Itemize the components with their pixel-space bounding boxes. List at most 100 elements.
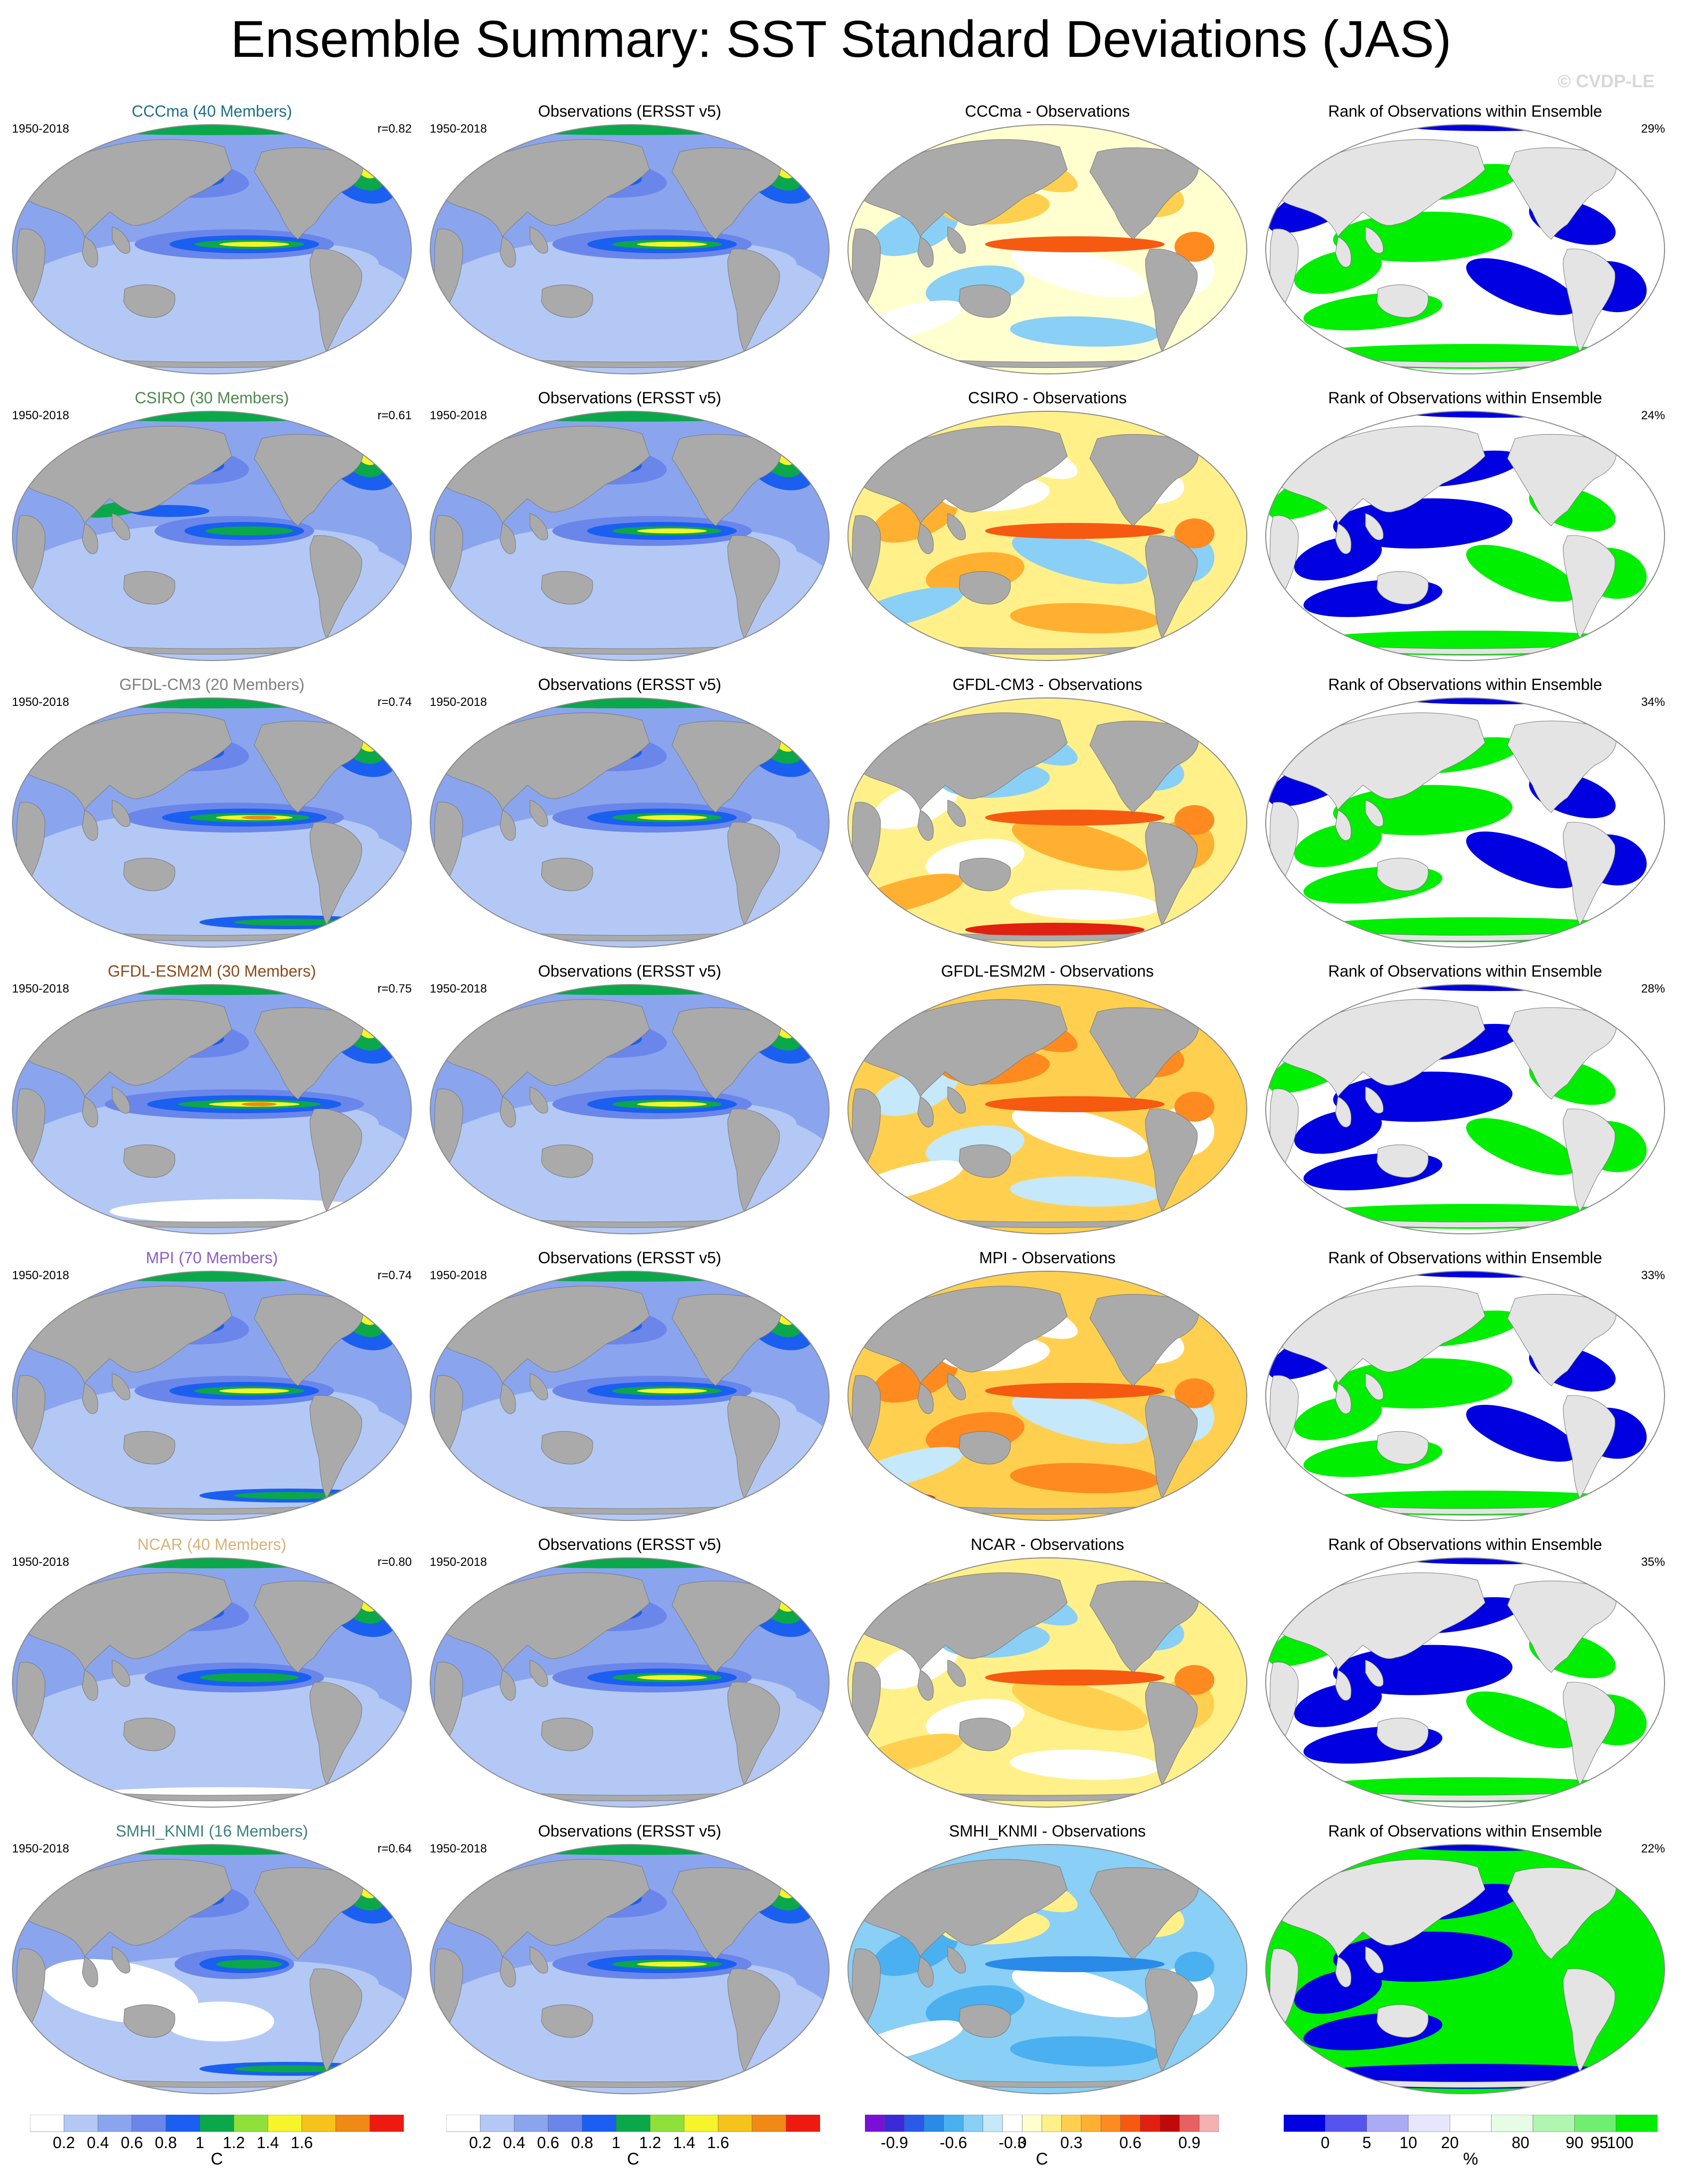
- period-label: 1950-2018: [430, 1269, 487, 1282]
- panel-title: Observations (ERSST v5): [538, 1822, 721, 1840]
- correlation-label: r=0.64: [377, 1842, 412, 1855]
- panel-title: MPI - Observations: [979, 1249, 1116, 1267]
- period-label: 1950-2018: [430, 695, 487, 709]
- colorbar-swatch: [1532, 2114, 1575, 2132]
- period-label: 1950-2018: [12, 409, 69, 422]
- panel-diff: NCAR - Observations: [845, 1535, 1249, 1815]
- colorbar-rank: 0 5 10 20 80 90 95 100 %: [1283, 2114, 1658, 2170]
- colorbar-tick-label: 0.4: [503, 2134, 525, 2152]
- colorbar-swatch: [1160, 2114, 1180, 2132]
- map-obs: [430, 1844, 830, 2094]
- panel-model: GFDL-CM3 (20 Members) 1950-2018 r=0.74: [10, 675, 414, 955]
- panel-title: Rank of Observations within Ensemble: [1328, 1822, 1602, 1840]
- map-diff: [847, 1844, 1247, 2094]
- period-label: 1950-2018: [12, 122, 69, 136]
- map-diff: [847, 984, 1247, 1234]
- colorbar-sd-obs: 0.2 0.4 0.6 0.8 1 1.2 1.4 1.6 C: [446, 2114, 821, 2170]
- colorbar-tick-label: 1: [612, 2134, 621, 2152]
- rank-percent-label: 22%: [1641, 1842, 1665, 1855]
- panel-title: Rank of Observations within Ensemble: [1328, 675, 1602, 693]
- colorbar-tick-label: 1: [195, 2134, 204, 2152]
- panel-title: Rank of Observations within Ensemble: [1328, 102, 1602, 120]
- colorbar-sd-model-swatches: [29, 2114, 404, 2132]
- panel-diff: GFDL-CM3 - Observations: [845, 675, 1249, 955]
- panel-title: SMHI_KNMI (16 Members): [116, 1822, 308, 1840]
- colorbar-swatch: [864, 2114, 885, 2132]
- correlation-label: r=0.75: [377, 982, 412, 996]
- map-model: [12, 411, 412, 661]
- panel-title: Observations (ERSST v5): [538, 1249, 721, 1267]
- rank-percent-label: 28%: [1641, 982, 1665, 996]
- panel-title: CSIRO - Observations: [968, 389, 1127, 407]
- map-model: [12, 124, 412, 374]
- colorbar-sd-model-unit: C: [210, 2150, 223, 2169]
- panel-diff: MPI - Observations: [845, 1249, 1249, 1528]
- colorbar-swatch: [1120, 2114, 1141, 2132]
- map-diff: [847, 124, 1247, 374]
- panel-title: Rank of Observations within Ensemble: [1328, 1535, 1602, 1553]
- colorbar-swatch: [369, 2114, 404, 2132]
- panel-title: CSIRO (30 Members): [135, 389, 289, 407]
- panel-obs: Observations (ERSST v5) 1950-2018: [428, 1822, 832, 2101]
- colorbar-swatch: [199, 2114, 234, 2132]
- colorbar-tick-label: 0.2: [52, 2134, 75, 2152]
- colorbar-swatch: [1491, 2114, 1533, 2132]
- period-label: 1950-2018: [430, 1555, 487, 1569]
- colorbar-swatch: [132, 2114, 166, 2132]
- colorbar-swatch: [924, 2114, 944, 2132]
- period-label: 1950-2018: [12, 1269, 69, 1282]
- map-rank: [1265, 1844, 1665, 2094]
- colorbar-swatch: [1325, 2114, 1367, 2132]
- colorbar-diff-swatches: [864, 2114, 1219, 2132]
- colorbar-tick-label: 5: [1362, 2134, 1371, 2152]
- panel-title: Observations (ERSST v5): [538, 675, 721, 693]
- colorbar-swatch: [904, 2114, 924, 2132]
- colorbar-swatch: [983, 2114, 1003, 2132]
- colorbar-tick-label: -0.3: [999, 2134, 1026, 2152]
- map-obs: [430, 984, 830, 1234]
- panel-title: Rank of Observations within Ensemble: [1328, 962, 1602, 980]
- colorbar-swatch: [943, 2114, 964, 2132]
- panel-title: GFDL-ESM2M (30 Members): [108, 962, 316, 980]
- colorbar-swatch: [233, 2114, 268, 2132]
- colorbar-tick-label: 0.4: [87, 2134, 109, 2152]
- colorbar-tick-label: 95: [1590, 2134, 1609, 2152]
- panel-diff: SMHI_KNMI - Observations: [845, 1822, 1249, 2101]
- panel-title: MPI (70 Members): [146, 1249, 278, 1267]
- panel-model: CSIRO (30 Members) 1950-2018 r=0.61: [10, 389, 414, 668]
- colorbar-tick-label: 0.2: [469, 2134, 492, 2152]
- colorbar-tick-label: 0.6: [1119, 2134, 1142, 2152]
- map-obs: [430, 1557, 830, 1808]
- colorbar-swatch: [1022, 2114, 1042, 2132]
- panel-model: SMHI_KNMI (16 Members) 1950-2018 r=0.64: [10, 1822, 414, 2101]
- map-rank: [1265, 1557, 1665, 1808]
- colorbar-tick-label: 0: [1017, 2134, 1027, 2152]
- colorbar-rank-swatches: [1283, 2114, 1658, 2132]
- colorbar-swatch: [98, 2114, 132, 2132]
- panel-obs: Observations (ERSST v5) 1950-2018: [428, 1535, 832, 1815]
- period-label: 1950-2018: [12, 695, 69, 709]
- rank-percent-label: 24%: [1641, 409, 1665, 422]
- panel-title: NCAR (40 Members): [137, 1535, 287, 1553]
- colorbar-swatch: [548, 2114, 582, 2132]
- map-obs: [430, 124, 830, 374]
- watermark: © CVDP-LE: [1557, 71, 1655, 91]
- colorbar-sd-obs-swatches: [446, 2114, 821, 2132]
- map-diff: [847, 697, 1247, 948]
- panel-title: GFDL-ESM2M - Observations: [941, 962, 1154, 980]
- colorbar-swatch: [336, 2114, 370, 2132]
- colorbar-swatch: [616, 2114, 651, 2132]
- colorbar-tick-label: 0.9: [1178, 2134, 1201, 2152]
- correlation-label: r=0.74: [377, 695, 412, 709]
- colorbar-tick-label: 100: [1607, 2134, 1634, 2152]
- period-label: 1950-2018: [430, 1842, 487, 1855]
- colorbar-tick-label: 1.6: [291, 2134, 313, 2152]
- colorbar-tick-label: -0.6: [939, 2134, 968, 2152]
- panel-obs: Observations (ERSST v5) 1950-2018: [428, 962, 832, 1241]
- colorbar-tick-label: 1.4: [673, 2134, 695, 2152]
- rank-percent-label: 34%: [1641, 695, 1665, 709]
- colorbar-swatch: [1081, 2114, 1101, 2132]
- colorbar-tick-label: 0: [1321, 2134, 1330, 2152]
- panel-model: GFDL-ESM2M (30 Members) 1950-2018 r=0.75: [10, 962, 414, 1241]
- colorbar-tick-label: 1.2: [222, 2134, 245, 2152]
